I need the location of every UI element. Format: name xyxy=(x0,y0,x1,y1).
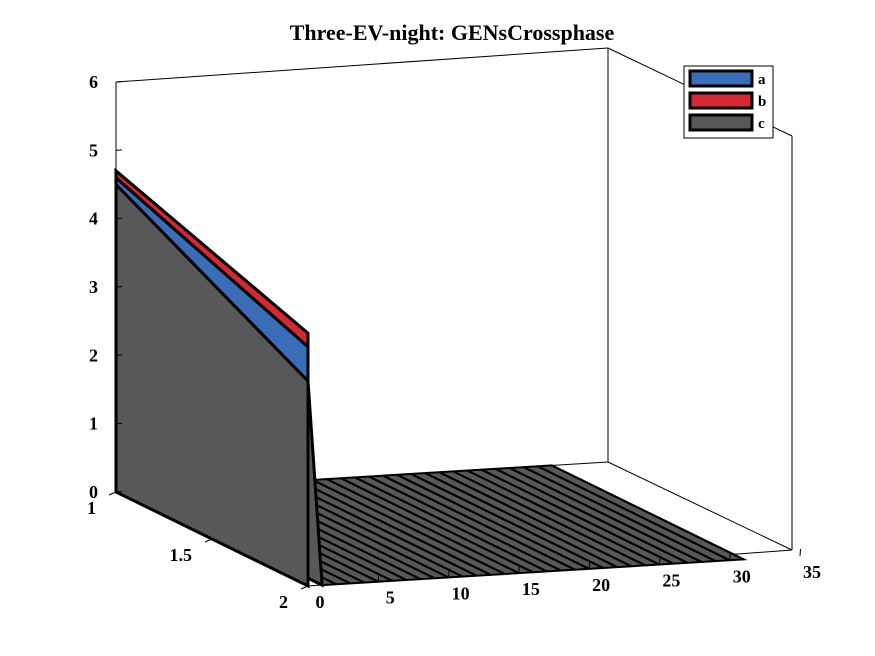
surface-gridline-x19 xyxy=(382,474,576,571)
legend: abc xyxy=(683,65,774,139)
x-tick-label-3: 15 xyxy=(522,579,540,599)
x-tick-mark-6 xyxy=(729,553,731,561)
surface-gridline-x23 xyxy=(438,471,632,568)
legend-swatch-a xyxy=(688,69,754,88)
x-tick-mark-4 xyxy=(588,561,591,569)
surface-gridline-x30 xyxy=(537,465,731,562)
y-tick-label-1: 1.5 xyxy=(170,545,193,565)
z-axis-ticks: 0 1 2 3 4 5 6 xyxy=(89,72,123,502)
x-tick-label-2: 10 xyxy=(452,583,470,603)
surface-series-c-face xyxy=(114,180,310,589)
x-tick-label-4: 20 xyxy=(592,575,610,595)
surface-gridline-x31 xyxy=(551,464,745,561)
x-tick-mark-0 xyxy=(307,578,309,587)
x-tick-mark-2 xyxy=(448,570,450,578)
legend-label-b: b xyxy=(758,94,766,110)
y-axis-ticks: 11.52 xyxy=(87,491,309,612)
z-tick-label-5: 5 xyxy=(89,140,98,160)
x-axis-ticks: 0 5 10 15 20 25 30 35 xyxy=(307,548,821,612)
surface-gridline-x25 xyxy=(466,469,660,566)
surface-gridline-x22 xyxy=(424,472,618,569)
z-tick-label-6: 6 xyxy=(89,72,98,92)
x-tick-label-6: 30 xyxy=(733,566,751,586)
surface-gridline-x28 xyxy=(509,467,703,563)
z-tick-label-4: 4 xyxy=(89,209,98,229)
surface-gridline-x14 xyxy=(312,479,506,575)
y-tick-label-2: 2 xyxy=(279,592,288,612)
x-tick-mark-7 xyxy=(799,548,801,557)
surface-gridline-x26 xyxy=(481,468,674,565)
x-tick-label-7: 35 xyxy=(803,562,821,582)
x-tick-mark-3 xyxy=(518,566,520,574)
y-tick-mark-2 xyxy=(300,585,309,590)
legend-swatch-b xyxy=(688,91,754,110)
surface-gridline-x27 xyxy=(495,467,689,564)
z-tick-label-0: 0 xyxy=(89,482,98,502)
z-tick-label-3: 3 xyxy=(89,277,98,297)
x-tick-label-5: 25 xyxy=(662,571,680,591)
y-tick-mark-1 xyxy=(204,538,213,543)
surface-gridline-x17 xyxy=(354,476,548,573)
z-tick-label-1: 1 xyxy=(89,414,98,434)
x-tick-mark-5 xyxy=(658,557,661,565)
surface-gridline-x24 xyxy=(452,470,646,567)
surface-gridline-x29 xyxy=(523,466,717,563)
x-tick-label-0: 0 xyxy=(316,592,325,612)
surface-gridline-x21 xyxy=(410,473,604,569)
surface-gridline-x20 xyxy=(396,473,590,570)
legend-label-c: c xyxy=(758,116,765,132)
surface-gridline-x15 xyxy=(326,478,520,575)
surface-series-b-band xyxy=(114,167,310,351)
x-tick-label-1: 5 xyxy=(386,588,395,608)
y-tick-label-0: 1 xyxy=(87,498,96,518)
x-tick-mark-1 xyxy=(377,574,380,582)
y-tick-mark-0 xyxy=(108,491,117,496)
legend-swatch-c xyxy=(688,113,754,132)
surface-gridline-x13 xyxy=(298,479,492,576)
z-tick-label-2: 2 xyxy=(89,345,98,365)
surface-gridline-x16 xyxy=(340,477,534,574)
surface-area xyxy=(114,167,748,589)
surface-gridline-x18 xyxy=(368,475,562,572)
legend-label-a: a xyxy=(758,72,766,88)
chart-title: Three-EV-night: GENsCrossphase xyxy=(290,20,615,45)
